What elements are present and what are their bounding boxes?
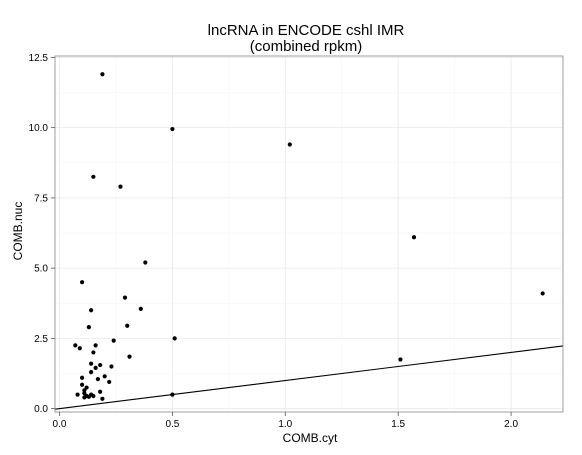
x-axis-label: COMB.cyt — [283, 431, 338, 445]
scatter-point — [125, 323, 130, 328]
scatter-point — [95, 377, 100, 382]
scatter-point — [398, 357, 403, 362]
y-axis-ticks: 0.0 2.5 5.0 7.5 10.0 12.5 — [29, 53, 55, 415]
scatter-point — [111, 338, 116, 343]
scatter-point — [89, 361, 94, 366]
scatter-point — [100, 396, 105, 401]
scatter-point — [79, 375, 85, 380]
scatter-point — [91, 174, 96, 179]
y-tick-label: 7.5 — [34, 193, 48, 204]
scatter-point — [107, 379, 112, 385]
scatter-point — [77, 346, 82, 351]
scatter-point — [127, 354, 132, 359]
chart-subtitle: (combined rpkm) — [250, 38, 363, 55]
plot-panel-border — [54, 55, 564, 413]
scatter-point — [82, 395, 87, 400]
scatter-point — [109, 364, 114, 369]
scatter-point — [86, 325, 91, 330]
reference-line-layer — [54, 345, 564, 410]
y-axis-label: COMB.nuc — [11, 202, 25, 261]
grid — [55, 56, 563, 412]
y-tick-label: 2.5 — [34, 334, 48, 345]
scatter-point — [91, 393, 96, 399]
scatter-point — [89, 370, 94, 375]
scatter-point — [79, 382, 85, 387]
x-tick-label: 0.0 — [53, 419, 67, 430]
y-tick-label: 5.0 — [34, 264, 48, 275]
scatter-point — [98, 362, 103, 368]
scatter-point — [102, 374, 107, 379]
scatter-point — [118, 184, 123, 189]
y-tick-label: 10.0 — [29, 123, 49, 134]
y-tick-label: 0.0 — [34, 404, 48, 415]
scatter-point — [540, 291, 545, 296]
chart-title: lncRNA in ENCODE cshl IMR — [208, 22, 405, 39]
scatter-point — [84, 385, 89, 390]
scatter-point — [79, 280, 85, 285]
scatter-point — [411, 235, 417, 240]
scatter-point — [73, 343, 78, 348]
scatter-point — [122, 295, 128, 300]
x-tick-label: 0.5 — [165, 419, 179, 430]
scatter-point — [89, 308, 94, 313]
x-tick-label: 1.0 — [278, 419, 292, 430]
scatter-point — [287, 142, 292, 147]
scatter-point — [143, 260, 148, 265]
scatter-point — [86, 394, 91, 399]
points-layer — [73, 72, 545, 401]
scatter-point — [91, 350, 96, 355]
x-axis-ticks: 0.0 0.5 1.0 1.5 2.0 — [53, 412, 518, 430]
scatter-point — [98, 389, 103, 394]
scatter-point — [82, 391, 87, 396]
scatter-point — [170, 392, 175, 397]
scatter-point — [93, 343, 98, 348]
scatter-point — [75, 392, 80, 397]
reference-line — [54, 345, 564, 410]
y-tick-label: 12.5 — [29, 53, 49, 64]
scatter-point — [170, 126, 175, 132]
x-tick-label: 2.0 — [504, 419, 518, 430]
scatter-point — [93, 365, 98, 370]
scatter-point — [100, 72, 105, 77]
scatter-point — [138, 306, 143, 311]
x-tick-label: 1.5 — [391, 419, 405, 430]
scatter-point — [172, 336, 177, 341]
